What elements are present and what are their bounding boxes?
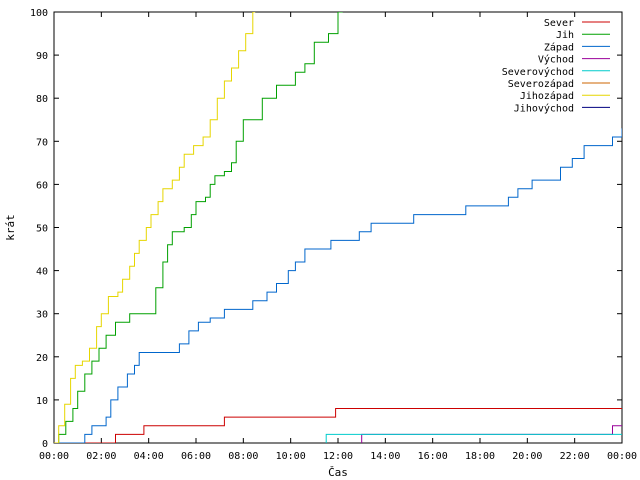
- x-axis-label: Čas: [328, 466, 348, 479]
- x-axis: 00:00 02:00 04:00 06:00 08:00 10:00 12:00 14:00…: [39, 12, 637, 462]
- y-axis: 0 10 20 30 40 50 60 70 80 90 100: [30, 8, 622, 450]
- legend-label: Sever: [544, 18, 574, 29]
- legend-label: Západ: [544, 41, 574, 53]
- series-line-2: [54, 128, 622, 443]
- legend-label: Severovýchod: [502, 66, 574, 78]
- series-line-1: [54, 12, 343, 443]
- x-tick-label: 02:00: [86, 451, 116, 462]
- y-tick-label: 100: [30, 8, 48, 19]
- series-lines: [54, 12, 622, 443]
- y-tick-label: 10: [36, 396, 48, 407]
- x-tick-label: 00:00: [39, 451, 69, 462]
- y-tick-label: 40: [36, 267, 48, 278]
- x-tick-label: 04:00: [134, 451, 164, 462]
- y-tick-label: 60: [36, 180, 48, 191]
- y-tick-label: 70: [36, 137, 48, 148]
- x-tick-label: 16:00: [418, 451, 448, 462]
- y-tick-label: 0: [42, 439, 48, 450]
- legend-label: Jihovýchod: [514, 102, 574, 114]
- legend: SeverJihZápadVýchodSeverovýchodSeverozáp…: [502, 18, 610, 114]
- y-tick-label: 30: [36, 310, 48, 321]
- legend-label: Východ: [538, 54, 574, 66]
- y-tick-label: 80: [36, 94, 48, 105]
- series-line-4: [325, 433, 622, 443]
- series-line-6: [54, 12, 256, 443]
- legend-label: Jihozápad: [520, 90, 574, 102]
- x-tick-label: 08:00: [228, 451, 258, 462]
- y-axis-label: krát: [4, 214, 17, 241]
- x-tick-label: 00:00: [607, 451, 637, 462]
- x-tick-label: 10:00: [276, 451, 306, 462]
- x-tick-label: 22:00: [560, 451, 590, 462]
- x-tick-label: 06:00: [181, 451, 211, 462]
- series-line-0: [54, 408, 622, 443]
- legend-label: Severozápad: [508, 78, 574, 90]
- y-tick-label: 50: [36, 224, 48, 235]
- legend-label: Jih: [556, 30, 574, 41]
- x-tick-label: 14:00: [370, 451, 400, 462]
- x-tick-label: 12:00: [323, 451, 353, 462]
- x-tick-label: 20:00: [512, 451, 542, 462]
- y-tick-label: 90: [36, 51, 48, 62]
- x-tick-label: 18:00: [465, 451, 495, 462]
- y-tick-label: 20: [36, 353, 48, 364]
